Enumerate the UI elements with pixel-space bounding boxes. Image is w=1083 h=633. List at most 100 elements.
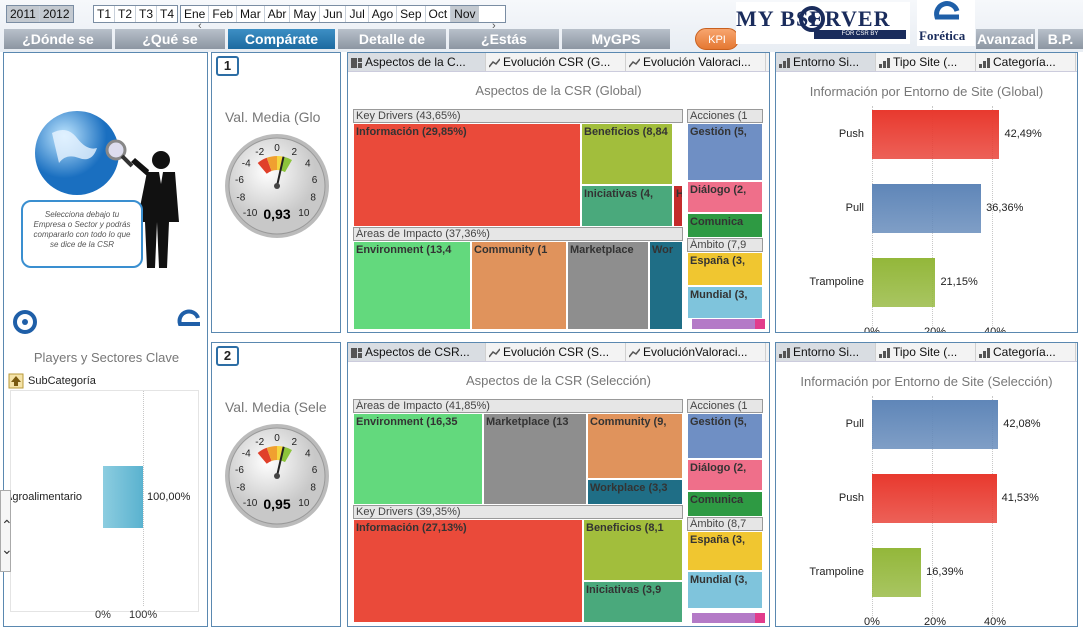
year-selector[interactable]: 2011 2012	[6, 5, 74, 23]
quarter-t1[interactable]: T1	[94, 6, 116, 22]
quarter-selector[interactable]: T1 T2 T3 T4	[93, 5, 179, 23]
e-logo-icon	[934, 1, 960, 20]
quarter-t2[interactable]: T2	[115, 6, 137, 22]
bar-value-label: 42,08%	[1003, 417, 1041, 430]
treemap-cell-small[interactable]	[755, 319, 765, 329]
bar-chart-icon	[979, 347, 990, 358]
kpi-button[interactable]: KPI	[695, 28, 739, 50]
tab-comparate[interactable]: Compárate	[228, 29, 335, 49]
line-chart-icon	[488, 57, 501, 68]
bar-push[interactable]	[872, 110, 1000, 159]
tab-bp[interactable]: B.P.	[1038, 29, 1083, 49]
chart-tab-1[interactable]: Tipo Site (...	[876, 343, 976, 361]
treemap-cell-small[interactable]	[755, 613, 765, 623]
year-2011[interactable]: 2011	[7, 6, 40, 22]
tab-que[interactable]: ¿Qué se	[115, 29, 225, 49]
treemap-cell[interactable]: Beneficios (8,1	[583, 519, 683, 581]
tab-estas[interactable]: ¿Estás	[449, 29, 559, 49]
treemap-cell[interactable]: Workplace (3,3	[587, 479, 683, 505]
chart-tab-1[interactable]: Evolución CSR (S...	[486, 343, 626, 361]
eye-logo-small-icon	[13, 310, 37, 334]
chevron-up-icon[interactable]: ⌃	[1, 517, 13, 533]
tab-donde[interactable]: ¿Dónde se	[4, 29, 112, 49]
treemap-cell[interactable]: España (3,	[687, 252, 763, 286]
year-2012[interactable]: 2012	[39, 6, 73, 22]
month-oct[interactable]: Oct	[426, 6, 452, 22]
month-nov[interactable]: Nov	[451, 6, 479, 22]
axis-tick-label: 20%	[924, 326, 947, 333]
bar-pull[interactable]	[872, 184, 982, 233]
treemap-cell[interactable]: Beneficios (8,84	[581, 123, 673, 185]
up-arrow-icon[interactable]	[8, 373, 24, 389]
month-ene[interactable]: Ene	[181, 6, 210, 22]
treemap-title: Aspectos de la CSR (Global)	[475, 83, 642, 98]
subcategoria-button[interactable]: SubCategoría	[8, 373, 96, 389]
treemap-cell[interactable]: Wor	[649, 241, 683, 329]
chart-tab-2[interactable]: Categoría...	[976, 53, 1076, 71]
chart-tab-2[interactable]: Evolución Valoraci...	[626, 53, 766, 71]
treemap-cell-small[interactable]	[692, 319, 756, 329]
chevron-right-icon[interactable]: ›	[492, 20, 496, 32]
chart-tab-2[interactable]: EvoluciónValoraci...	[626, 343, 766, 361]
month-mar[interactable]: Mar	[237, 6, 265, 22]
chart-tab-0[interactable]: Entorno Si...	[776, 343, 876, 361]
month-jun[interactable]: Jun	[320, 6, 347, 22]
treemap-cell[interactable]: Environment (16,35	[353, 413, 483, 505]
quarter-t4[interactable]: T4	[160, 7, 175, 21]
bar-value: 100,00%	[147, 491, 191, 503]
gauge-tick: 6	[312, 175, 318, 186]
treemap-cell[interactable]: Información (29,85%)	[353, 123, 581, 227]
chevron-left-icon[interactable]: ‹	[198, 20, 202, 32]
treemap-cell[interactable]: Community (1	[471, 241, 567, 329]
treemap-cell[interactable]: Mundial (3,	[687, 286, 763, 319]
treemap-cell[interactable]: Gestión (5,	[687, 413, 763, 459]
treemap-cell[interactable]: Gestión (5,	[687, 123, 763, 181]
bar-push[interactable]	[872, 474, 997, 523]
month-scrollbar[interactable]: ‹ ›	[196, 20, 506, 34]
bar-trampoline[interactable]	[872, 258, 936, 307]
chart-tab-0[interactable]: Aspectos de CSR...	[348, 343, 486, 361]
eye-logo-icon	[799, 6, 825, 32]
speech-bubble: Selecciona debajo tu Empresa o Sector y …	[21, 200, 143, 268]
month-abr[interactable]: Abr	[265, 6, 291, 22]
month-may[interactable]: May	[290, 6, 321, 22]
treemap-cell[interactable]: H	[673, 185, 683, 227]
chart-tab-0[interactable]: Aspectos de la C...	[348, 53, 486, 71]
treemap-cell[interactable]: Iniciativas (3,9	[583, 581, 683, 623]
month-jul[interactable]: Jul	[346, 6, 369, 22]
month-sep[interactable]: Sep	[397, 6, 426, 22]
month-ago[interactable]: Ago	[369, 6, 398, 22]
axis-tick-label: 0%	[864, 326, 880, 333]
chart-tab-1[interactable]: Tipo Site (...	[876, 53, 976, 71]
treemap-cell-small[interactable]	[692, 613, 756, 623]
treemap-cell[interactable]: Información (27,13%)	[353, 519, 583, 623]
tab-avanzado[interactable]: Avanzad	[976, 29, 1035, 49]
axis-tick-label: 40%	[984, 616, 1007, 627]
treemap-cell[interactable]: Marketplace	[567, 241, 649, 329]
gauge-tick: -6	[235, 465, 244, 476]
treemap-cell[interactable]: Comunica	[687, 213, 763, 238]
tab-detalle[interactable]: Detalle de	[338, 29, 446, 49]
treemap-cell[interactable]: Community (9,	[587, 413, 683, 479]
month-feb[interactable]: Feb	[209, 6, 238, 22]
tab-mygps[interactable]: MyGPS	[562, 29, 670, 49]
quarter-t3[interactable]: T3	[136, 6, 158, 22]
treemap-cell[interactable]: Diálogo (2,	[687, 459, 763, 491]
treemap-cell[interactable]: Marketplace (13	[483, 413, 587, 505]
chart-tab-0[interactable]: Entorno Si...	[776, 53, 876, 71]
bar-trampoline[interactable]	[872, 548, 922, 597]
treemap-cell[interactable]: Comunica	[687, 491, 763, 517]
bar-chart-icon	[779, 57, 790, 68]
month-selector[interactable]: Ene Feb Mar Abr May Jun Jul Ago Sep Oct …	[180, 5, 506, 23]
chevron-down-icon[interactable]: ⌄	[1, 541, 13, 557]
bar-agroalimentario[interactable]	[103, 466, 143, 528]
chart-tab-2[interactable]: Categoría...	[976, 343, 1076, 361]
treemap-cell[interactable]: Diálogo (2,	[687, 181, 763, 213]
treemap-cell[interactable]: Mundial (3,	[687, 571, 763, 609]
treemap-cell[interactable]: Iniciativas (4,	[581, 185, 673, 227]
bar-pull[interactable]	[872, 400, 999, 449]
treemap-cell[interactable]: España (3,	[687, 531, 763, 571]
left-scroll-widget[interactable]: ⌃ ⌄	[0, 490, 13, 572]
chart-tab-1[interactable]: Evolución CSR (G...	[486, 53, 626, 71]
treemap-cell[interactable]: Environment (13,4	[353, 241, 471, 329]
